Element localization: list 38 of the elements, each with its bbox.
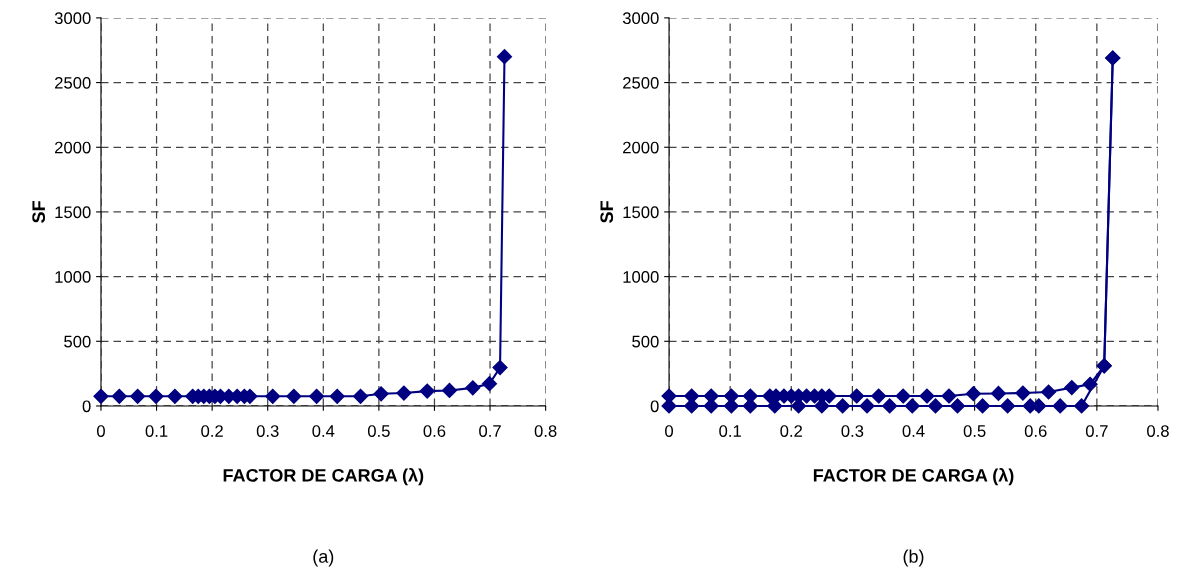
x-tick-label: 0 bbox=[96, 425, 105, 437]
text: (a) bbox=[313, 549, 334, 567]
x-tick-label: 0.3 bbox=[841, 425, 864, 437]
x-tick-label: 0.4 bbox=[312, 425, 335, 437]
x-tick-label: 0.5 bbox=[963, 425, 986, 437]
y-tick-label: 2000 bbox=[55, 141, 91, 154]
y-tick-label: 0 bbox=[82, 400, 91, 413]
x-tick-label: 0.8 bbox=[534, 425, 557, 437]
x-axis-title: FACTOR DE CARGA (λ) bbox=[223, 468, 424, 486]
y-tick-label: 3000 bbox=[622, 12, 659, 25]
y-axis-title: SF bbox=[32, 201, 46, 223]
x-tick-label: 0.6 bbox=[423, 425, 446, 437]
x-tick-label: 0.8 bbox=[1147, 425, 1169, 437]
x-tick-label: 0.2 bbox=[780, 425, 803, 437]
x-tick-label: 0.7 bbox=[1085, 425, 1108, 437]
text: (b) bbox=[903, 549, 924, 567]
y-tick-label: 500 bbox=[632, 335, 659, 348]
x-tick-label: 0.3 bbox=[256, 425, 279, 437]
x-tick-label: 0.1 bbox=[145, 425, 168, 437]
x-tick-label: 0.2 bbox=[201, 425, 223, 437]
y-tick-label: 1500 bbox=[55, 206, 91, 219]
y-tick-label: 2000 bbox=[623, 141, 659, 154]
x-tick-label: 0.4 bbox=[902, 425, 925, 437]
y-axis-title: SF bbox=[600, 201, 614, 223]
y-tick-label: 1000 bbox=[623, 271, 659, 283]
x-tick-label: 0.6 bbox=[1024, 425, 1047, 437]
y-tick-label: 1500 bbox=[623, 206, 659, 219]
x-tick-label: 0.7 bbox=[479, 425, 501, 437]
y-tick-label: 1000 bbox=[55, 271, 91, 283]
x-axis-title: FACTOR DE CARGA (λ) bbox=[813, 468, 1014, 486]
y-tick-label: 500 bbox=[64, 335, 91, 348]
x-tick-label: 0.5 bbox=[367, 425, 390, 437]
y-tick-label: 3000 bbox=[54, 12, 91, 25]
y-tick-label: 2500 bbox=[623, 76, 659, 89]
x-tick-label: 0 bbox=[665, 425, 674, 437]
x-tick-label: 0.1 bbox=[719, 425, 741, 437]
y-tick-label: 0 bbox=[650, 400, 659, 413]
y-tick-label: 2500 bbox=[55, 76, 91, 89]
